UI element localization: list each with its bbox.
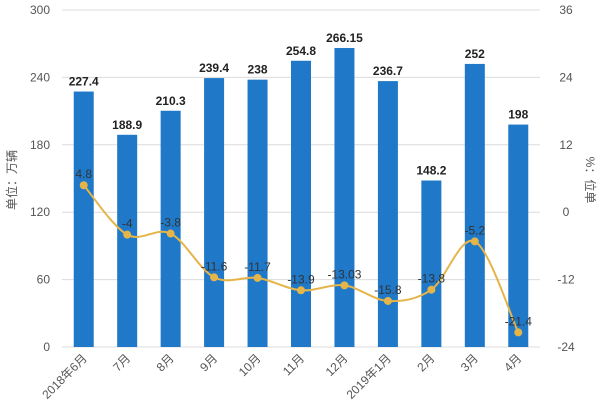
x-tick-label: 2019年1月	[344, 351, 394, 401]
left-axis-title: 单位：万辆	[4, 150, 19, 210]
line-point	[166, 229, 175, 238]
line-value-label: -5.2	[464, 223, 485, 237]
y2-tick-label: -12	[557, 273, 575, 287]
line-value-label: 4.8	[75, 167, 92, 181]
line-point	[253, 273, 262, 282]
bar-value-label: 238	[248, 63, 268, 77]
line-point	[514, 328, 523, 337]
x-tick-label: 11月	[280, 351, 307, 378]
x-tick-label: 7月	[110, 351, 133, 374]
bar	[508, 124, 529, 347]
line-value-label: -13.9	[287, 272, 315, 286]
bar	[464, 63, 485, 348]
y-tick-label: 300	[30, 3, 50, 17]
x-tick-label: 12月	[323, 351, 351, 379]
x-tick-label: 3月	[458, 351, 481, 374]
bar-value-label: 148.2	[416, 164, 446, 178]
bar-value-label: 198	[508, 108, 528, 122]
line-point	[79, 181, 88, 190]
left-axis-ticks: 0 60 120 180 240 300	[30, 3, 50, 354]
bar	[334, 48, 355, 347]
x-tick-label: 10月	[236, 351, 264, 379]
x-tick-label: 2018年6月	[39, 351, 89, 401]
y-tick-label: 120	[30, 205, 50, 219]
y-tick-label: 240	[30, 70, 50, 84]
bar	[73, 91, 94, 347]
y2-tick-label: -24	[557, 340, 575, 354]
line-point	[340, 281, 349, 290]
x-tick-label: 4月	[501, 351, 524, 374]
y-tick-label: 180	[30, 138, 50, 152]
line-point	[123, 230, 132, 239]
bar-value-label: 254.8	[286, 44, 316, 58]
bar-value-label: 210.3	[156, 94, 186, 108]
x-tick-label: 8月	[154, 351, 177, 374]
bar	[204, 78, 225, 347]
line-point	[297, 286, 305, 295]
y-tick-label: 60	[37, 273, 51, 287]
line-value-label: -13.8	[418, 272, 446, 286]
bar-value-label: 236.7	[373, 64, 403, 78]
bar-value-labels: 227.4 188.9 210.3 239.4 238 254.8 266.15 236.7 1…	[69, 31, 529, 177]
line-value-label: -21.4	[505, 314, 533, 328]
bar	[247, 79, 268, 347]
line-point	[427, 285, 436, 294]
line-point	[470, 237, 479, 246]
line-point	[383, 296, 392, 305]
line-value-label: -11.6	[201, 259, 228, 273]
y2-tick-label: 36	[559, 3, 573, 17]
y-tick-label: 0	[43, 340, 50, 354]
line-value-label: -4	[122, 217, 133, 231]
line-value-label: -3.8	[160, 216, 181, 230]
bar-value-label: 227.4	[69, 75, 99, 89]
x-tick-label: 9月	[197, 351, 220, 374]
bar	[291, 60, 311, 348]
bar-value-label: 239.4	[199, 61, 229, 75]
bar	[421, 180, 442, 347]
y2-tick-label: 0	[563, 205, 570, 219]
line-value-labels: 4.8 -4 -3.8 -11.6 -11.7 -13.9 -13.03 -15.8 -13.8…	[75, 167, 532, 328]
bar	[377, 81, 398, 348]
right-axis-ticks: -24 -12 0 12 24 36	[557, 3, 575, 354]
line-value-label: -11.7	[244, 260, 271, 274]
bar-value-label: 188.9	[112, 118, 142, 132]
line-value-label: -15.8	[374, 283, 402, 297]
right-axis-title: %：位单	[583, 157, 598, 204]
line-point	[210, 273, 219, 282]
bar-series	[73, 48, 529, 348]
bar	[160, 110, 181, 347]
line-value-label: -13.03	[327, 267, 361, 281]
bar-value-label: 266.15	[326, 31, 363, 45]
y2-tick-label: 12	[559, 138, 573, 152]
y2-tick-label: 24	[559, 70, 573, 84]
bar	[117, 134, 138, 347]
line-series	[79, 181, 523, 337]
x-tick-label: 2月	[414, 351, 437, 374]
bar-value-label: 252	[465, 47, 485, 61]
